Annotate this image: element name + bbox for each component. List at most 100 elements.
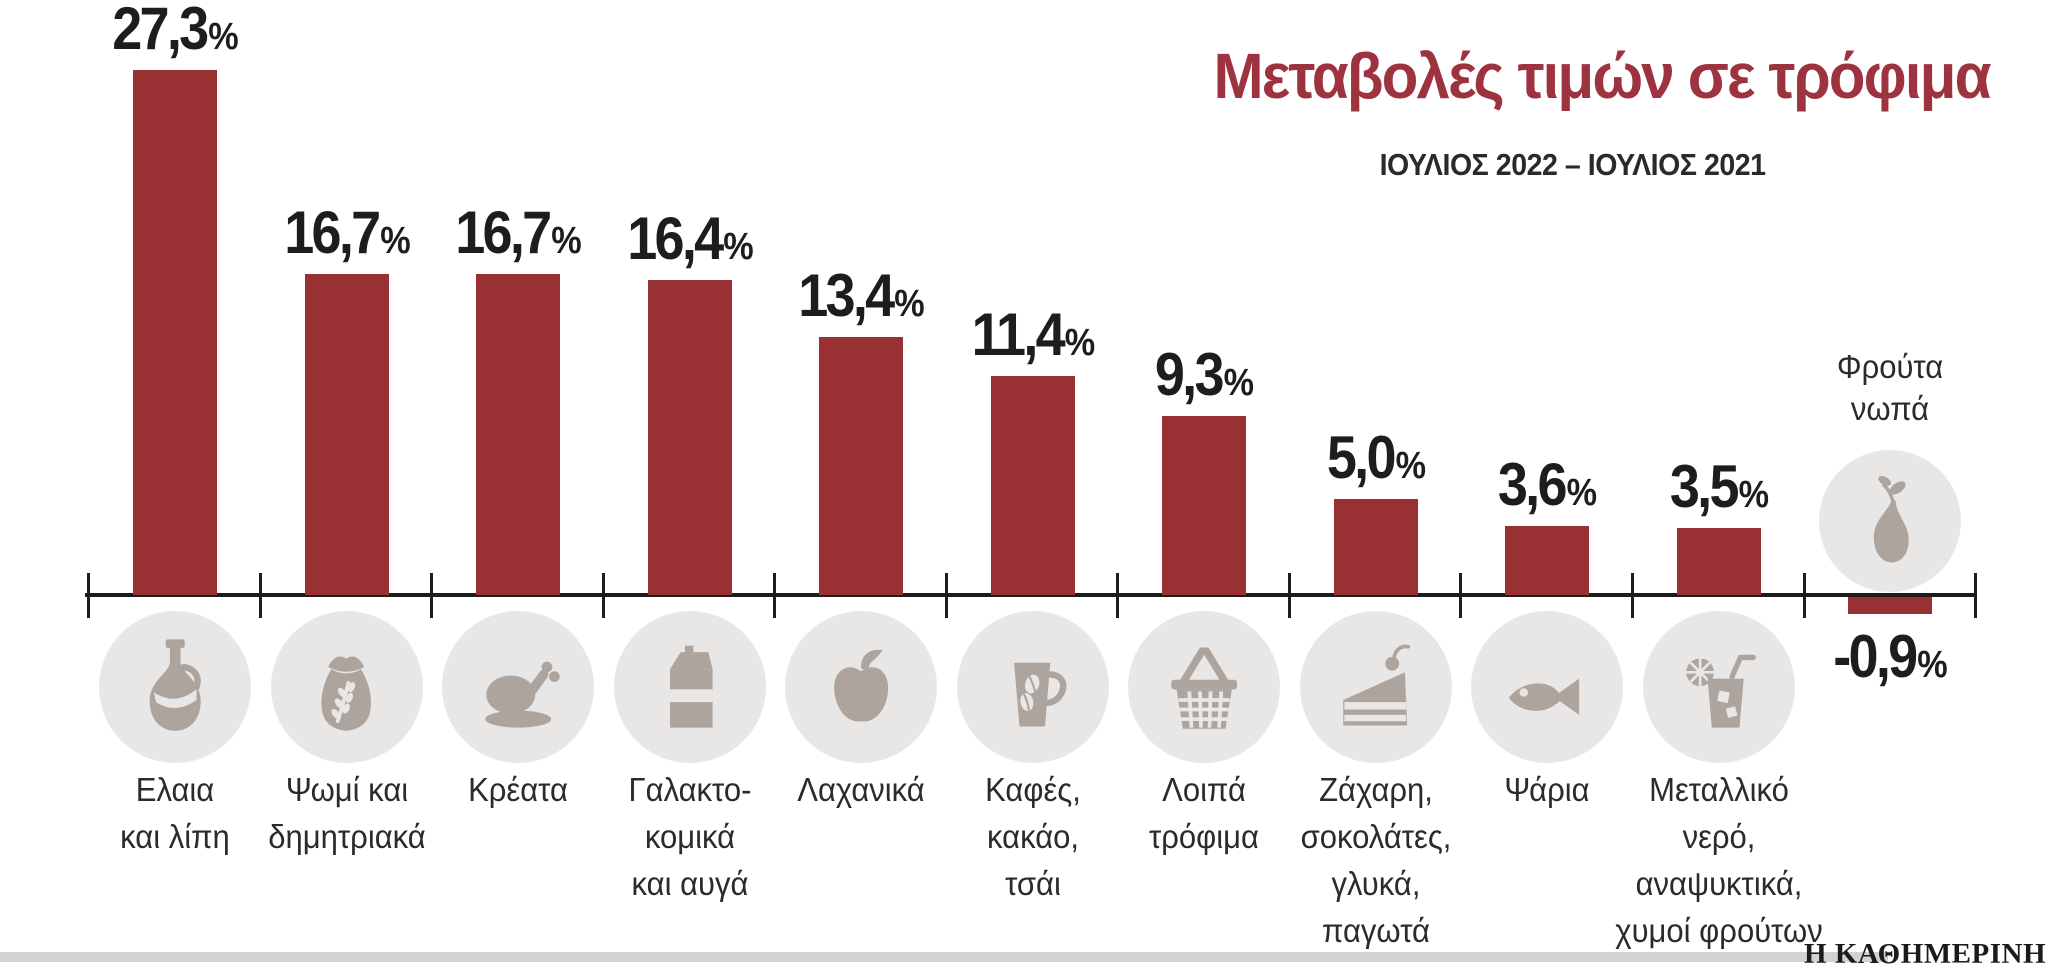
footer-rule [0,952,1888,962]
axis-tick [430,573,433,618]
bar-value-label: 3,5% [1669,457,1768,517]
drink-glass-icon [1665,634,1771,740]
category-label-line: Κρέατα [468,771,568,808]
category-label-line: Ψάρια [1504,771,1590,808]
category-label-line: χυμοί φρούτων [1614,912,1823,949]
bar-value-unit: % [722,226,753,268]
axis-tick [945,573,948,618]
category-icon-circle [1128,611,1280,763]
bar [1162,416,1246,595]
category-label-line: τσάι [1004,865,1061,902]
bar-value-number: 16,7 [283,199,381,266]
axis-tick [1459,573,1462,618]
category-label-line: Λοιπά [1162,771,1246,808]
bar-value-unit: % [1064,322,1094,364]
category-label-line: και αυγά [631,865,748,902]
category-label: Κρέατα [468,766,568,813]
category-label-line: σοκολάτες, [1300,818,1451,855]
bar-value-unit: % [208,16,238,58]
bar-value-number: 16,7 [455,199,552,266]
bar-value-label: -0,9% [1833,627,1947,687]
bar-value-number: 9,3 [1154,341,1225,408]
category-label: Ψωμί και δημητριακά [268,766,425,860]
bar-value-number: 5,0 [1326,424,1396,491]
bar-value-number: -0,9 [1833,623,1918,690]
bar-value-unit: % [894,283,924,325]
category-icon-circle [1299,611,1452,763]
category-label-line: νωπά [1850,390,1930,427]
roast-chicken-icon [465,634,571,740]
category-label: Λοιπά τρόφιμα [1149,766,1259,860]
category-label-line: Μεταλλικό [1648,771,1789,808]
category-icon-circle [956,611,1109,763]
bar [1505,526,1589,595]
axis-tick [1288,573,1291,618]
bar [819,337,903,595]
coffee-mug-icon [979,634,1085,740]
bar-value-unit: % [1738,474,1768,516]
category-label: Ψάρια [1504,766,1589,813]
category-icon-circle [613,611,766,763]
category-label-line: Ζάχαρη, [1318,771,1433,808]
category-label-line: τρόφιμα [1149,818,1259,855]
category-label-line: δημητριακά [267,818,426,855]
category-icon-circle [270,611,423,763]
bar-value-label: 3,6% [1498,455,1597,515]
cake-slice-icon [1322,634,1428,740]
bar-value-unit: % [1223,362,1254,404]
category-label-line: Καφές, [984,771,1081,808]
category-label: Ελαια και λίπη [120,766,230,860]
bar-value-label: 5,0% [1326,428,1425,488]
bar-value-number: 3,6 [1497,451,1568,518]
bar-value-unit: % [379,220,410,262]
milk-carton-icon [636,634,742,740]
axis-tick [1631,573,1634,618]
axis-tick [602,573,605,618]
bar-value-unit: % [551,220,581,262]
category-label-line: γλυκά, [1331,865,1420,902]
category-icon-circle [1642,611,1795,763]
category-label-line: Γαλακτο- [628,771,751,808]
bar [1333,499,1418,595]
fish-icon [1494,634,1600,740]
category-label: Γαλακτο-κομικά και αυγά [628,766,751,907]
pear-icon [1840,471,1939,570]
bar-value-unit: % [1917,644,1947,686]
category-label-line: Φρούτα [1836,348,1944,385]
category-label-line: παγωτά [1321,912,1430,949]
bar [990,376,1075,595]
category-label-line: νερό, [1682,818,1755,855]
category-label: Μεταλλικό νερό, αναψυκτικά, χυμοί φρούτων [1615,766,1822,954]
bar [647,280,732,595]
category-label-line: κομικά [644,818,735,855]
category-icon-circle [785,611,937,763]
bar-value-label: 27,3% [112,0,239,59]
category-label-line: αναψυκτικά, [1635,865,1802,902]
bar-value-number: 3,5 [1669,453,1739,520]
apple-icon [808,634,914,740]
bar-value-label: 11,4% [971,305,1095,365]
category-icon-circle [99,611,251,763]
category-label: Λαχανικά [797,766,925,813]
category-label-line: κακάο, [986,818,1079,855]
category-icon-circle [442,611,594,763]
category-label: Φρούτα νωπά [1837,346,1943,430]
bar-value-number: 27,3 [112,0,209,62]
category-label-line: Λαχανικά [797,771,925,808]
axis-tick [773,573,776,618]
bar-value-label: 16,7% [455,203,582,263]
chart-title: Μεταβολές τιμών σε τρόφιμα [1213,40,1992,112]
oil-bottle-icon [122,634,228,740]
category-label-line: Ψωμί και [285,771,408,808]
category-label: Ζάχαρη, σοκολάτες, γλυκά, παγωτά [1300,766,1451,954]
bar [304,274,389,595]
shopping-basket-icon [1151,634,1257,740]
bar-value-label: 9,3% [1155,345,1254,405]
bar-value-number: 16,4 [626,205,724,272]
axis-tick [1974,573,1977,618]
bar [133,70,217,595]
bar-value-unit: % [1395,445,1425,487]
bar [476,274,560,595]
category-icon-circle [1471,611,1623,763]
